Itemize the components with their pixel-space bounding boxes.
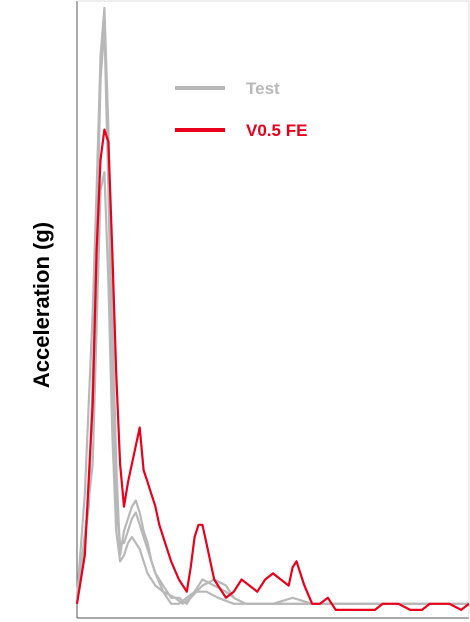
legend-label-0: Test (246, 79, 280, 98)
series-layer (75, 6, 470, 612)
series-line-3-v0-5-fe (75, 128, 470, 612)
legend-label-1: V0.5 FE (246, 121, 307, 140)
legend: Test V0.5 FE (175, 79, 307, 140)
series-line-1-test (75, 25, 469, 605)
series-line-2-test (75, 171, 469, 605)
